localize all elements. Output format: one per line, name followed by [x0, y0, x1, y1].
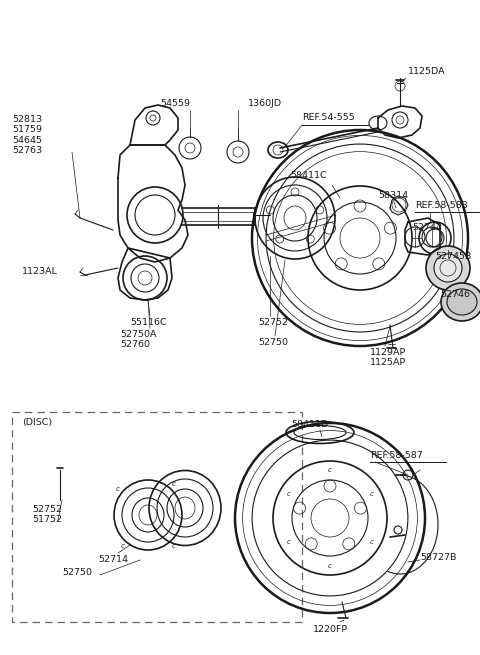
Text: 58727B: 58727B — [420, 553, 456, 563]
Text: c: c — [369, 491, 373, 497]
Text: c: c — [172, 542, 176, 549]
Text: 52746: 52746 — [440, 290, 470, 299]
Circle shape — [434, 254, 462, 282]
Text: 52750: 52750 — [62, 568, 92, 577]
Ellipse shape — [441, 283, 480, 321]
Text: 52813
51759
54645
52763: 52813 51759 54645 52763 — [12, 115, 42, 155]
Text: 52750A
52760: 52750A 52760 — [120, 330, 156, 349]
Circle shape — [426, 246, 470, 290]
Text: 58314: 58314 — [378, 191, 408, 200]
Text: c: c — [287, 491, 291, 497]
Text: c: c — [287, 539, 291, 545]
Text: c: c — [369, 539, 373, 545]
Text: 1129AP
1125AP: 1129AP 1125AP — [370, 348, 406, 367]
Text: 52714: 52714 — [98, 555, 128, 564]
Text: c: c — [328, 563, 332, 569]
Text: 54559: 54559 — [160, 99, 190, 108]
Text: 1125DA: 1125DA — [408, 67, 445, 77]
Ellipse shape — [447, 289, 477, 315]
Text: c: c — [120, 542, 124, 549]
Text: 1123AL: 1123AL — [22, 267, 58, 276]
Text: 52745B: 52745B — [435, 252, 471, 261]
Text: 58411C: 58411C — [290, 170, 326, 179]
Text: 58411D: 58411D — [291, 420, 329, 429]
Text: 1360JD: 1360JD — [248, 99, 282, 108]
Text: REF.58-583: REF.58-583 — [415, 201, 468, 210]
Text: 52752
51752: 52752 51752 — [32, 505, 62, 525]
Text: c: c — [328, 468, 332, 474]
Text: 1220FP: 1220FP — [312, 625, 348, 634]
Text: REF.54-555: REF.54-555 — [302, 113, 355, 122]
Text: c: c — [115, 486, 120, 493]
Text: 52744: 52744 — [412, 223, 442, 233]
Text: c: c — [172, 481, 176, 487]
Text: REF.58-587: REF.58-587 — [370, 451, 423, 460]
Text: 55116C: 55116C — [130, 318, 167, 327]
Text: 52750: 52750 — [258, 338, 288, 347]
Text: (DISC): (DISC) — [22, 418, 52, 427]
Text: 52752: 52752 — [258, 318, 288, 327]
